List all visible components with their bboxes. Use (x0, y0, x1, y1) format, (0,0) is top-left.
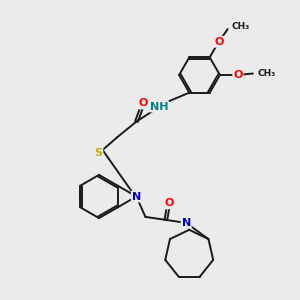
Text: O: O (214, 37, 224, 47)
Text: O: O (138, 98, 148, 109)
Text: S: S (94, 148, 102, 158)
Text: CH₃: CH₃ (257, 69, 275, 78)
Text: N: N (132, 191, 141, 202)
Text: O: O (233, 70, 243, 80)
Text: N: N (182, 218, 191, 228)
Text: CH₃: CH₃ (231, 22, 250, 31)
Text: O: O (164, 198, 173, 208)
Text: NH: NH (150, 101, 168, 112)
